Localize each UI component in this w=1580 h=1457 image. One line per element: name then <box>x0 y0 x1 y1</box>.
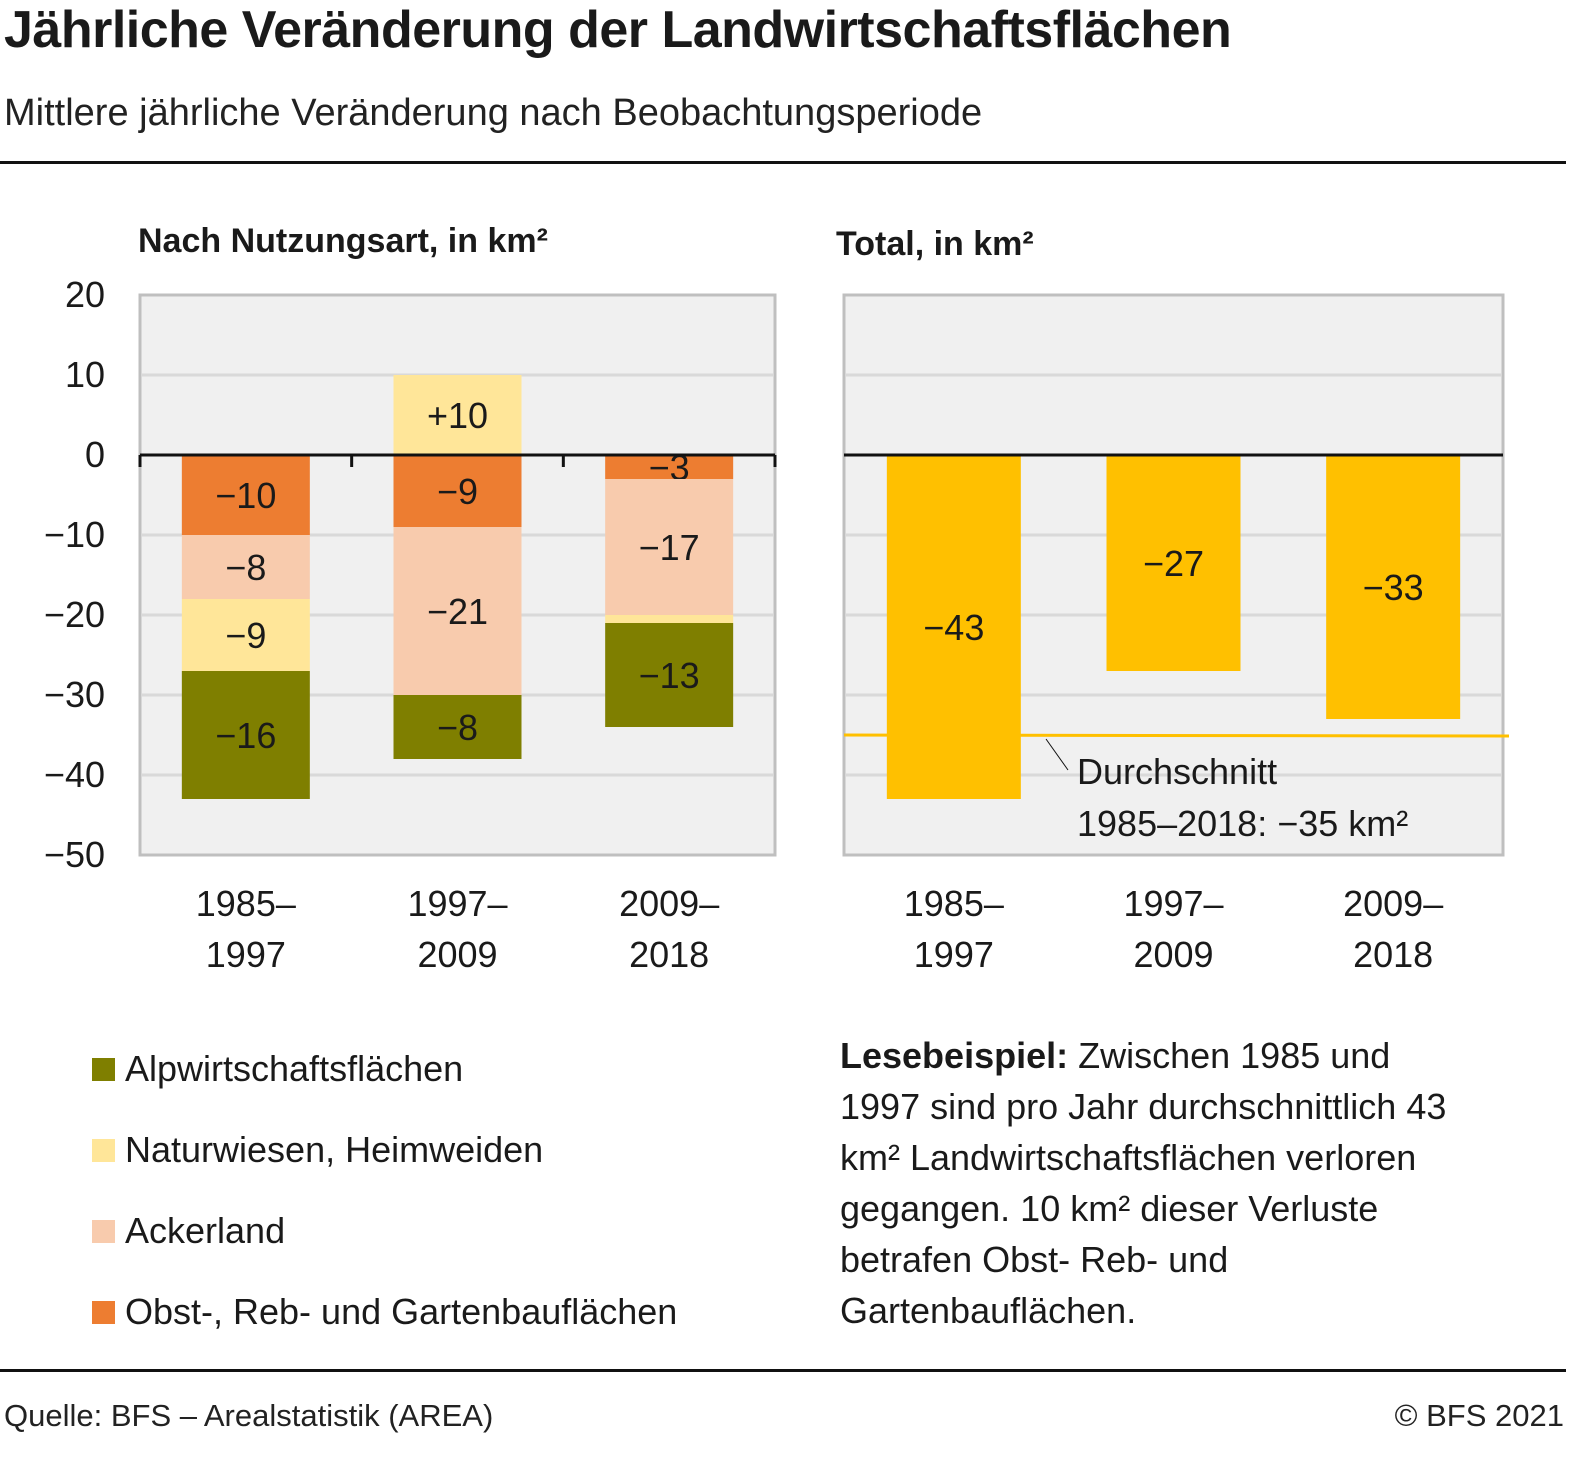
reading-example-label: Lesebeispiel: <box>840 1035 1069 1076</box>
bar-segment <box>181 535 310 599</box>
data-label: −9 <box>437 471 478 512</box>
bar-segment <box>605 615 734 623</box>
y-tick-label: −10 <box>44 514 105 555</box>
y-tick-label: 0 <box>85 434 105 475</box>
legend-swatch <box>92 1219 115 1243</box>
copyright: © BFS 2021 <box>1394 1398 1564 1433</box>
page-title: Jährliche Veränderung der Landwirtschaft… <box>4 1 1232 59</box>
data-label: −10 <box>215 475 276 516</box>
data-label: −21 <box>427 591 488 632</box>
legend-item-naturwiesen: Naturwiesen, Heimweiden <box>92 1129 543 1171</box>
legend-label: Alpwirtschaftsflächen <box>125 1048 464 1089</box>
bar-segment <box>393 455 522 527</box>
top-divider <box>0 161 1566 164</box>
data-label: +10 <box>427 395 488 436</box>
bar-segment <box>181 455 310 535</box>
y-tick-label: −50 <box>44 834 105 875</box>
average-line <box>843 733 1510 738</box>
right-chart-title: Total, in km² <box>836 225 1034 263</box>
page-subtitle: Mittlere jährliche Veränderung nach Beob… <box>4 92 983 134</box>
legend-item-alpwirtschaft: Alpwirtschaftsflächen <box>92 1048 463 1090</box>
bar-segment <box>181 671 310 799</box>
y-tick-label: −20 <box>44 594 105 635</box>
chart-canvas: 20 10 0 −10 −20 −30 −40 −50 −10 −8 −9 −16 1985– 1997 −… <box>44 274 1510 975</box>
x-tick-label: 1997 <box>206 934 286 975</box>
y-tick-label: 10 <box>65 354 105 395</box>
x-tick-label: 2009– <box>619 883 719 924</box>
x-tick-label: 2009– <box>1343 883 1443 924</box>
x-tick-label: 2018 <box>1353 934 1433 975</box>
y-tick-label: 20 <box>65 274 105 315</box>
x-tick-label: 2009 <box>417 934 497 975</box>
legend-item-ackerland: Ackerland <box>92 1210 285 1252</box>
data-label: −17 <box>639 527 700 568</box>
bar-segment <box>605 623 734 727</box>
average-label: Durchschnitt <box>1077 751 1277 792</box>
reading-example-text: Zwischen 1985 und 1997 sind pro Jahr dur… <box>840 1035 1447 1331</box>
x-tick-label: 2018 <box>629 934 709 975</box>
y-tick-label: −40 <box>44 754 105 795</box>
bottom-divider <box>0 1369 1566 1372</box>
data-label: −8 <box>225 547 266 588</box>
bar-segment <box>1326 455 1461 719</box>
average-label: 1985–2018: −35 km² <box>1077 803 1408 844</box>
legend-item-obst: Obst-, Reb- und Gartenbauflächen <box>92 1291 677 1333</box>
bar-segment <box>393 695 522 759</box>
data-label: −33 <box>1363 567 1424 608</box>
legend-label: Obst-, Reb- und Gartenbauflächen <box>125 1291 678 1332</box>
x-tick-label: 2009 <box>1133 934 1213 975</box>
data-label: −8 <box>437 707 478 748</box>
reading-example: Lesebeispiel: Zwischen 1985 und 1997 sin… <box>840 1030 1480 1336</box>
bar-segment <box>393 527 522 695</box>
bar-segment <box>886 455 1021 799</box>
annotation-leader <box>1045 738 1069 771</box>
data-label: −16 <box>215 715 276 756</box>
data-label: −27 <box>1143 543 1204 584</box>
x-tick-label: 1997– <box>407 883 507 924</box>
legend-label: Naturwiesen, Heimweiden <box>125 1129 544 1170</box>
x-tick-label: 1985– <box>196 883 296 924</box>
legend-swatch <box>92 1300 115 1324</box>
x-tick-label: 1997– <box>1123 883 1223 924</box>
x-tick-label: 1985– <box>904 883 1004 924</box>
bar-segment <box>1106 455 1241 671</box>
data-label: −13 <box>639 655 700 696</box>
legend-swatch <box>92 1057 115 1081</box>
legend-label: Ackerland <box>125 1210 286 1251</box>
bar-segment <box>605 479 734 615</box>
source-note: Quelle: BFS – Arealstatistik (AREA) <box>4 1398 494 1433</box>
bar-segment <box>605 455 734 479</box>
data-label: −9 <box>225 615 266 656</box>
x-tick-label: 1997 <box>914 934 994 975</box>
bar-segment <box>393 375 522 455</box>
data-label: −43 <box>923 607 984 648</box>
bar-segment <box>181 599 310 671</box>
legend-swatch <box>92 1138 115 1162</box>
left-chart-title: Nach Nutzungsart, in km² <box>138 222 548 260</box>
y-tick-label: −30 <box>44 674 105 715</box>
